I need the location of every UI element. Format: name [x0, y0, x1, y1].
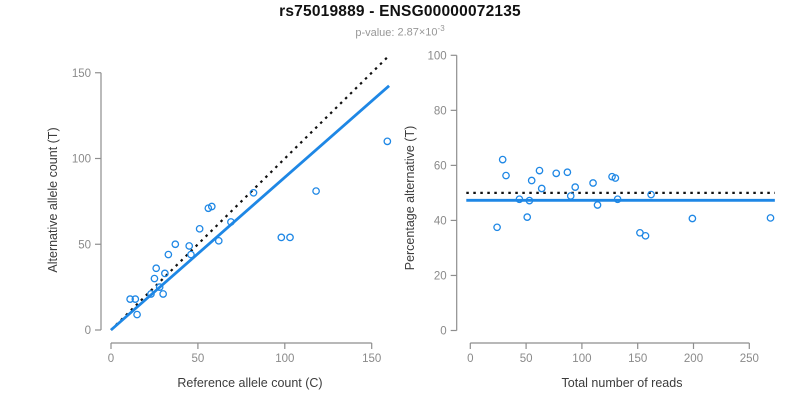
- data-point: [515, 195, 524, 204]
- x-tick-label: 0: [108, 353, 114, 365]
- data-point: [493, 223, 501, 232]
- data-point: [152, 264, 161, 273]
- data-point: [171, 240, 180, 249]
- y-tick-label: 100: [72, 154, 91, 166]
- x-tick-label: 50: [192, 353, 205, 365]
- data-point: [566, 192, 575, 200]
- y-tick-label: 60: [434, 160, 447, 172]
- data-point: [502, 171, 510, 180]
- data-point: [535, 166, 544, 175]
- data-point: [277, 233, 286, 242]
- y-tick-label: 50: [78, 239, 91, 251]
- data-point: [593, 201, 602, 209]
- data-point: [498, 155, 507, 164]
- data-point: [164, 250, 173, 259]
- data-point: [647, 190, 655, 199]
- data-point: [525, 196, 534, 205]
- data-point: [523, 213, 532, 221]
- pvalue-subtitle: p-value: 2.87×10-3: [0, 24, 800, 39]
- data-point: [641, 231, 650, 240]
- fit-line: [110, 84, 391, 332]
- x-tick-label: 0: [467, 353, 473, 365]
- x-tick-label: 150: [362, 353, 381, 365]
- data-point: [537, 184, 546, 193]
- data-point: [589, 179, 597, 187]
- left-y-axis-title: Alternative allele count (T): [46, 127, 60, 272]
- y-tick-label: 0: [440, 326, 446, 338]
- left-scatter-panel: 0 50 100 150 0 50 100 150: [72, 54, 392, 365]
- left-x-axis-title: Reference allele count (C): [177, 376, 322, 390]
- x-tick-label: 150: [628, 353, 647, 365]
- x-tick-label: 200: [684, 353, 703, 365]
- data-point: [571, 183, 580, 191]
- data-point: [131, 295, 140, 303]
- data-point: [159, 290, 167, 298]
- y-tick-label: 100: [428, 50, 447, 62]
- right-x-axis-title: Total number of reads: [562, 376, 683, 390]
- y-tick-label: 40: [434, 215, 447, 227]
- data-point: [613, 195, 622, 204]
- data-point: [552, 169, 561, 178]
- data-point: [214, 236, 223, 245]
- y-tick-label: 150: [72, 68, 91, 80]
- data-point: [207, 202, 216, 211]
- data-point: [133, 310, 141, 319]
- data-point: [383, 137, 392, 146]
- data-point: [766, 214, 775, 222]
- pvalue-label: p-value:: [355, 26, 395, 39]
- y-tick-label: 20: [434, 270, 447, 282]
- page-title: rs75019889 - ENSG00000072135: [279, 3, 521, 20]
- data-point: [155, 283, 164, 291]
- data-point: [147, 290, 155, 298]
- data-point: [312, 187, 320, 195]
- data-point: [249, 188, 258, 197]
- data-point: [126, 295, 134, 303]
- x-tick-label: 250: [740, 353, 759, 365]
- y-tick-label: 80: [434, 105, 447, 117]
- data-point: [563, 168, 572, 177]
- x-tick-label: 50: [520, 353, 533, 365]
- x-tick-label: 100: [275, 353, 294, 365]
- data-point: [185, 242, 194, 250]
- data-point: [636, 228, 644, 237]
- data-point: [286, 233, 294, 242]
- y-tick-label: 0: [85, 325, 91, 337]
- data-point: [227, 218, 235, 226]
- data-point: [688, 214, 697, 223]
- data-point: [161, 269, 169, 278]
- data-point: [187, 250, 195, 259]
- pvalue-exponent: -3: [437, 24, 445, 33]
- right-y-axis-title: Percentage alternative (T): [403, 126, 417, 271]
- data-point: [150, 274, 159, 283]
- right-scatter-panel: 0 20 40 60 80 100 0 50 100 150 200 250: [428, 50, 775, 365]
- pvalue-mantissa: 2.87×10: [397, 26, 438, 39]
- data-point: [527, 176, 536, 185]
- x-tick-label: 100: [572, 353, 591, 365]
- data-point: [611, 174, 620, 182]
- data-point: [195, 224, 204, 233]
